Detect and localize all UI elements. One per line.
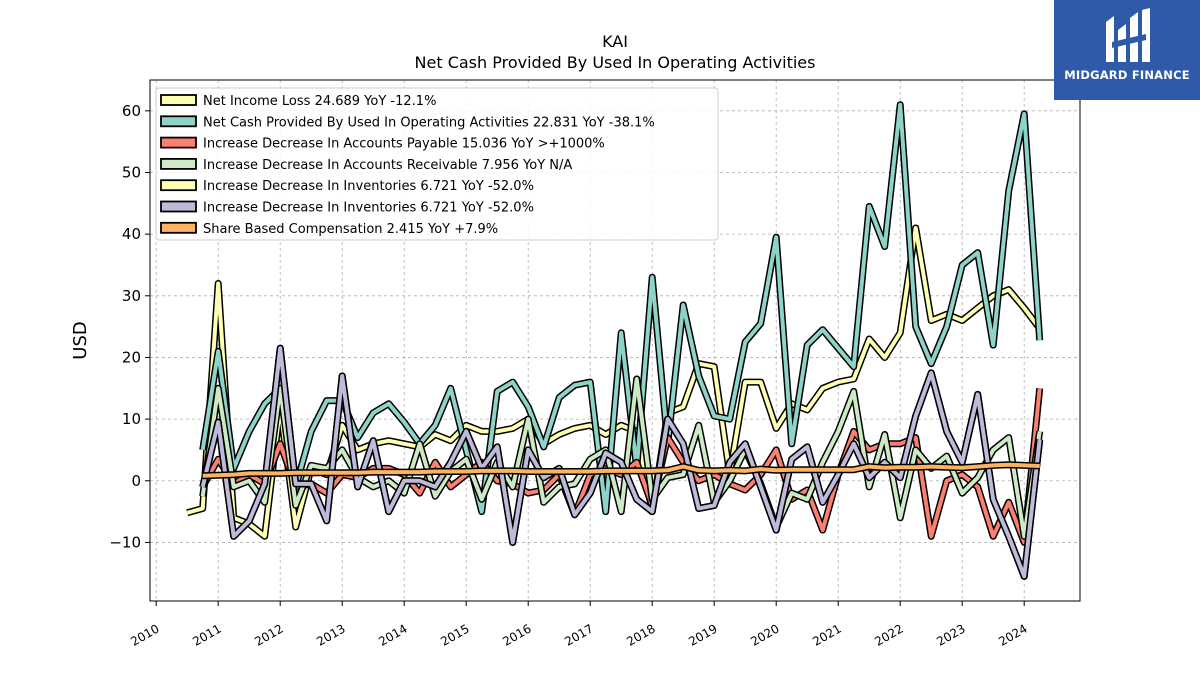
x-tick-label: 2011	[190, 621, 223, 648]
y-tick-label: −10	[109, 533, 141, 551]
y-tick-label: 30	[122, 287, 141, 305]
x-tick-label: 2019	[686, 621, 719, 648]
x-tick-label: 2022	[872, 621, 905, 648]
y-tick-label: 20	[122, 348, 141, 366]
legend-label: Net Cash Provided By Used In Operating A…	[203, 115, 655, 130]
legend-label: Increase Decrease In Inventories 6.721 Y…	[203, 201, 534, 216]
x-tick-label: 2017	[562, 621, 595, 648]
series-line	[202, 462, 1040, 478]
legend-swatch	[160, 94, 197, 106]
y-axis-label: USD	[70, 321, 91, 359]
legend-swatch	[160, 221, 197, 234]
x-tick-label: 2012	[252, 621, 285, 648]
legend-label: Share Based Compensation 2.415 YoY +7.9%	[203, 222, 498, 237]
legend-label: Net Income Loss 24.689 YoY -12.1%	[203, 94, 436, 109]
x-tick-label: 2015	[438, 621, 471, 648]
y-tick-label: 60	[122, 102, 141, 120]
y-tick-label: 10	[122, 410, 141, 428]
x-tick-label: 2013	[314, 621, 347, 648]
x-tick-label: 2020	[748, 621, 781, 648]
y-tick-label: 40	[122, 225, 141, 243]
x-tick-label: 2010	[128, 621, 161, 648]
series-6	[202, 461, 1040, 480]
series-3	[199, 375, 1044, 540]
series-5	[199, 344, 1044, 580]
legend-swatch	[160, 179, 197, 192]
legend-swatch	[160, 157, 197, 170]
legend-swatch	[160, 200, 197, 213]
x-tick-label: 2023	[934, 621, 967, 648]
x-tick-label: 2016	[500, 621, 533, 648]
y-tick-label: 0	[131, 472, 141, 490]
chart-ticker: KAI	[602, 32, 628, 51]
brand-logo: MIDGARD FINANCE	[1054, 0, 1200, 100]
series-layer	[186, 101, 1044, 580]
x-tick-label: 2024	[996, 621, 1029, 648]
series-line	[200, 346, 1042, 579]
legend-swatch	[160, 115, 197, 128]
y-tick-label: 50	[122, 163, 141, 181]
legend-label: Increase Decrease In Accounts Receivable…	[203, 158, 572, 173]
legend-box	[155, 87, 719, 241]
brand-name: MIDGARD FINANCE	[1064, 68, 1190, 82]
midgard-logo-icon	[1106, 8, 1150, 62]
x-tick-label: 2018	[624, 621, 657, 648]
legend-label: Increase Decrease In Accounts Payable 15…	[203, 137, 605, 152]
legend-label: Increase Decrease In Inventories 6.721 Y…	[203, 179, 534, 194]
series-line	[200, 377, 1042, 539]
plot-frame	[149, 79, 1081, 602]
legend-swatch	[160, 136, 197, 149]
chart-title: Net Cash Provided By Used In Operating A…	[415, 53, 816, 72]
x-tick-label: 2014	[376, 621, 409, 648]
x-tick-label: 2021	[810, 621, 843, 648]
legend: Net Income Loss 24.689 YoY -12.1% Net Cas…	[155, 87, 719, 241]
